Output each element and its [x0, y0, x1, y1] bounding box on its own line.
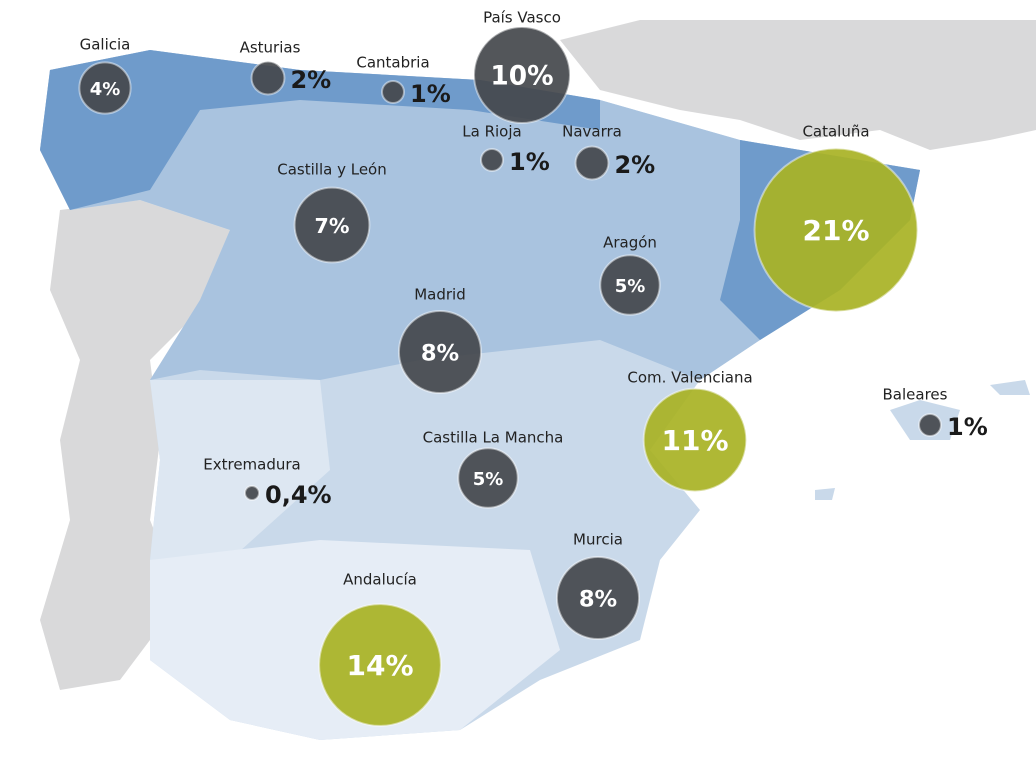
bubble	[457, 447, 519, 509]
bubble	[293, 186, 371, 264]
region-name: Baleares	[883, 386, 948, 404]
value-label: 21%	[802, 214, 869, 247]
value-label: 5%	[615, 276, 646, 297]
bubble	[473, 26, 571, 124]
region-name: Andalucía	[343, 571, 417, 589]
bubble	[78, 61, 132, 115]
north-coast	[40, 50, 600, 210]
value-label: 14%	[346, 649, 413, 682]
region-name: Castilla y León	[277, 161, 386, 179]
bubble	[381, 80, 405, 104]
region-name: Navarra	[562, 123, 622, 141]
region-name: Madrid	[414, 286, 466, 304]
region-name: Extremadura	[203, 456, 301, 474]
value-label: 11%	[661, 424, 728, 457]
bubble	[250, 60, 286, 96]
base-map	[40, 20, 1036, 740]
value-label: 2%	[290, 66, 331, 94]
bubble	[555, 555, 641, 641]
extremadura-shape	[150, 380, 330, 560]
region-name: Murcia	[573, 531, 623, 549]
bubble	[753, 147, 919, 313]
value-label: 1%	[947, 413, 988, 441]
region-name: Castilla La Mancha	[423, 429, 564, 447]
menorca-shape	[990, 380, 1030, 395]
bubble	[642, 387, 748, 493]
region-name: Com. Valenciana	[627, 369, 752, 387]
value-label: 4%	[90, 79, 121, 100]
value-label: 7%	[315, 214, 350, 238]
france	[560, 20, 1036, 150]
region-name: Cantabria	[356, 54, 429, 72]
ibiza-shape	[815, 488, 835, 500]
region-name: La Rioja	[462, 123, 521, 141]
value-label: 8%	[579, 587, 617, 613]
bubble	[599, 254, 661, 316]
value-label: 1%	[509, 148, 550, 176]
region-name: Galicia	[80, 36, 131, 54]
bubble	[918, 413, 942, 437]
region-name: Asturias	[240, 39, 301, 57]
bubble	[480, 148, 504, 172]
value-label: 0,4%	[265, 481, 332, 509]
bubble	[243, 484, 261, 502]
value-label: 8%	[421, 341, 459, 367]
value-label: 10%	[490, 62, 553, 92]
region-name: País Vasco	[483, 9, 561, 27]
region-name: Aragón	[603, 234, 657, 252]
bubble	[397, 309, 483, 395]
portugal	[40, 200, 230, 690]
bubble	[574, 145, 610, 181]
north-region	[40, 50, 920, 380]
region-name: Cataluña	[802, 123, 869, 141]
value-label: 5%	[473, 469, 504, 490]
bubble	[318, 603, 442, 727]
value-label: 1%	[410, 80, 451, 108]
value-label: 2%	[614, 151, 655, 179]
